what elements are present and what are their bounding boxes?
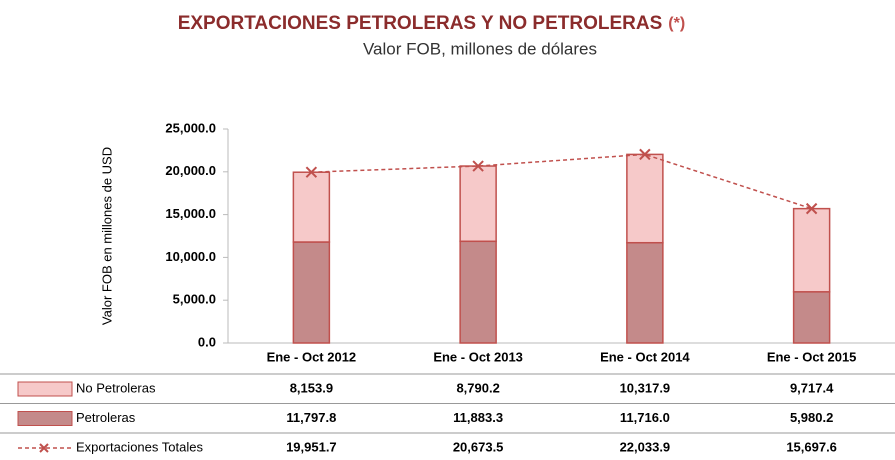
legend-key [17, 411, 73, 426]
table-value: 20,673.5 [453, 439, 504, 454]
x-tick-label: Ene - Oct 2013 [433, 349, 523, 364]
title-note: (*) [668, 15, 685, 32]
x-tick-label: Ene - Oct 2014 [600, 349, 690, 364]
table-value: 11,797.8 [286, 410, 336, 425]
x-tick-label: Ene - Oct 2012 [267, 349, 357, 364]
y-tick-label: 0.0 [198, 334, 216, 349]
table-value: 11,716.0 [620, 410, 670, 425]
bar [292, 241, 331, 344]
x-tick-label: Ene - Oct 2015 [767, 349, 857, 364]
table-value: 19,951.7 [286, 439, 337, 454]
table-value: 8,790.2 [456, 380, 499, 395]
bar [292, 171, 331, 243]
bar [626, 241, 664, 344]
table-value: 22,033.9 [620, 439, 671, 454]
bar [459, 165, 497, 243]
y-tick-label: 10,000.0 [165, 249, 216, 264]
table-value: 11,883.3 [453, 410, 503, 425]
table-value: 5,980.2 [790, 410, 833, 425]
bar [626, 153, 664, 244]
legend-label: Petroleras [76, 410, 136, 425]
line-marker [472, 160, 484, 172]
line-marker [639, 148, 651, 161]
legend-label: No Petroleras [76, 380, 156, 395]
table-value: 10,317.9 [620, 380, 671, 395]
bar [792, 291, 831, 344]
y-tick-label: 5,000.0 [173, 292, 216, 307]
y-axis-title: Valor FOB en millones de USD [99, 147, 114, 325]
chart-title: EXPORTACIONES PETROLERAS Y NO PETROLERAS [178, 13, 663, 34]
table-value: 15,697.6 [786, 439, 837, 454]
bar [459, 240, 497, 344]
bar [792, 207, 831, 293]
line-marker [305, 166, 318, 178]
line-marker [805, 202, 818, 215]
line [311, 153, 812, 210]
legend-key-marker [39, 443, 49, 453]
legend-label: Exportaciones Totales [76, 439, 203, 454]
y-tick-label: 25,000.0 [165, 120, 216, 135]
chart-subtitle: Valor FOB, millones de dólares [363, 39, 597, 58]
table-value: 8,153.9 [290, 380, 333, 395]
legend-key [17, 381, 73, 397]
y-tick-label: 20,000.0 [165, 163, 216, 178]
y-tick-label: 15,000.0 [165, 206, 216, 221]
table-value: 9,717.4 [790, 380, 834, 395]
